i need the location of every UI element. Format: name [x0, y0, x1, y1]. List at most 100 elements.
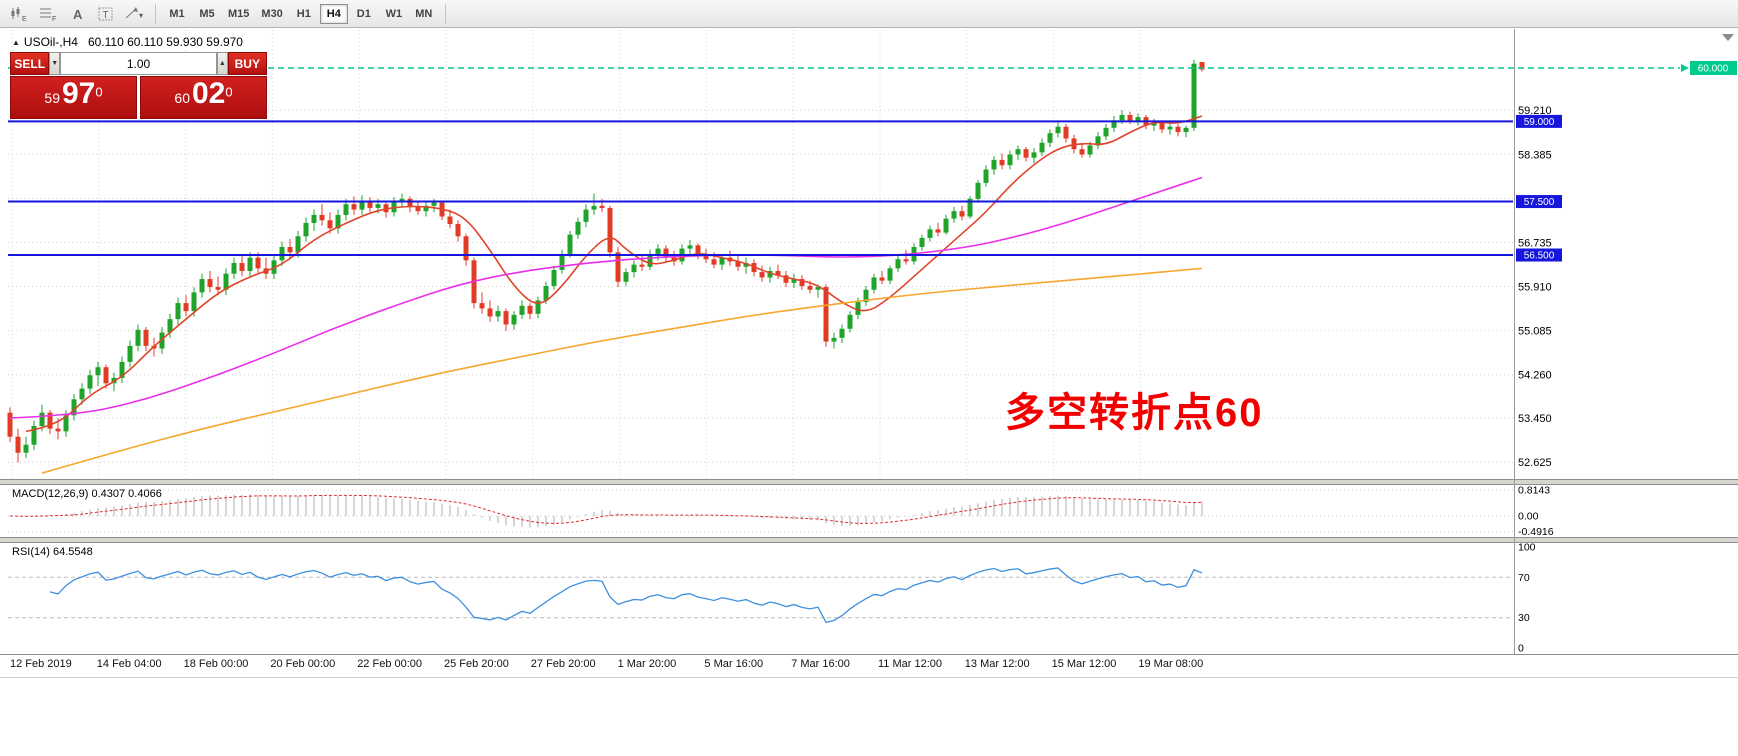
timeframe-button-m15[interactable]: M15 [223, 4, 254, 24]
one-click-trading-panel: SELL ▼ ▲ BUY 59970 60020 [10, 52, 267, 119]
timeframe-button-w1[interactable]: W1 [380, 4, 408, 24]
macd-tick-label: 0.8143 [1518, 485, 1550, 496]
ask-pip-digit: 0 [225, 84, 233, 100]
price-badge-green [1690, 60, 1737, 75]
price-tick-label: 56.735 [1518, 237, 1552, 249]
time-axis-label: 19 Mar 08:00 [1138, 658, 1204, 670]
buy-button[interactable]: BUY [227, 52, 267, 75]
ma-line-fast [25, 115, 1203, 433]
price-badge-label: 57.500 [1524, 197, 1555, 208]
time-axis-label: 1 Mar 20:00 [617, 658, 677, 670]
one-click-top-row: SELL ▼ ▲ BUY [10, 52, 267, 75]
drawing-tools-icon[interactable]: ▾ [121, 3, 148, 25]
chart-annotation: 多空转折点60 [1005, 391, 1264, 435]
rsi-tick-label: 100 [1518, 543, 1536, 554]
chart-expert-icon[interactable]: E [5, 3, 32, 25]
chart-canvas[interactable]: 60.000 59.000 57.500 56.500 59.210 58.385 56.7… [0, 30, 1738, 480]
time-axis-label: 5 Mar 16:00 [704, 658, 764, 670]
ask-price-panel[interactable]: 60020 [140, 76, 267, 119]
bid-price-panel[interactable]: 59970 [10, 76, 137, 119]
macd-tick-label: 0.00 [1518, 511, 1539, 523]
ma-line-medium [9, 176, 1203, 419]
ask-prefix: 60 [174, 90, 190, 106]
one-click-price-row: 59970 60020 [10, 76, 267, 119]
price-tick-label: 54.260 [1518, 370, 1552, 382]
rsi-tick-label: 70 [1518, 572, 1530, 584]
time-axis-label: 20 Feb 00:00 [270, 658, 336, 670]
volume-input[interactable] [60, 52, 217, 75]
toolbar: E F A T ▾ M1 M5 [0, 0, 1738, 28]
volume-increase-button[interactable]: ▲ [217, 52, 228, 75]
icon-letter: F [52, 16, 56, 22]
time-axis-label: 7 Mar 16:00 [791, 658, 850, 670]
macd-label: MACD(12,26,9) 0.4307 0.4066 [12, 488, 162, 500]
price-tick-label: 59.210 [1518, 105, 1552, 117]
macd-tick-label: -0.4916 [1518, 526, 1554, 538]
rsi-line [49, 567, 1203, 624]
time-axis-label: 14 Feb 04:00 [96, 658, 162, 670]
window-border [0, 677, 1738, 678]
time-axis-label: 18 Feb 00:00 [183, 658, 249, 670]
price-tick-label: 52.625 [1518, 457, 1552, 469]
toolbar-separator [444, 3, 446, 24]
timeframe-button-m30[interactable]: M30 [256, 4, 287, 24]
chevron-down-icon: ▾ [139, 11, 143, 20]
price-badge-blue [1516, 248, 1562, 262]
text-tool-icon[interactable]: A [63, 3, 90, 25]
rsi-tick-label: 30 [1518, 612, 1530, 624]
price-badge-label: 56.500 [1524, 251, 1555, 262]
rsi-panel[interactable]: 100 70 30 0 [0, 543, 1738, 654]
price-tick-label: 55.910 [1518, 282, 1552, 294]
rsi-tick-label: 0 [1518, 643, 1524, 655]
panel-border [0, 654, 1738, 655]
chart-shift-marker [1722, 34, 1734, 41]
price-badge-blue [1516, 114, 1562, 128]
chart-info-line: ▲ USOil-,H4 60.110 60.110 59.930 59.970 [12, 35, 243, 49]
price-axis-border [1514, 29, 1515, 655]
ask-big-digits: 02 [191, 77, 226, 110]
ma-line-slow [41, 267, 1203, 474]
time-axis-label: 15 Mar 12:00 [1051, 658, 1117, 670]
icon-letter: E [22, 16, 27, 22]
icon-letter: T [102, 10, 108, 21]
price-badge-blue [1516, 195, 1562, 209]
candles [7, 59, 1205, 463]
time-axis-label: 22 Feb 00:00 [357, 658, 423, 670]
bid-big-digits: 97 [61, 77, 96, 110]
icon-letter: A [73, 7, 83, 22]
ohlc-values: 60.110 60.110 59.930 59.970 [87, 35, 243, 49]
timeframe-button-d1[interactable]: D1 [350, 4, 378, 24]
one-click-collapse-icon[interactable]: ▲ [12, 38, 20, 47]
time-axis-label: 11 Mar 12:00 [878, 658, 943, 670]
line-arrow [1681, 63, 1689, 72]
time-axis[interactable]: 12 Feb 2019 14 Feb 04:00 18 Feb 00:00 20 Fe… [0, 658, 1738, 674]
macd-histogram [17, 494, 1203, 528]
rsi-label: RSI(14) 64.5548 [12, 546, 93, 558]
price-badge-label: 60.000 [1698, 63, 1729, 74]
price-tick-label: 58.385 [1518, 149, 1552, 161]
symbol-label: USOil-,H4 [23, 35, 78, 49]
macd-panel[interactable]: 0.8143 0.00 -0.4916 [0, 485, 1738, 538]
price-badge-label: 59.000 [1524, 117, 1555, 128]
levels-icon[interactable]: F [34, 3, 61, 25]
bid-pip-digit: 0 [95, 84, 103, 100]
timeframe-button-h1[interactable]: H1 [290, 4, 318, 24]
toolbar-separator [155, 3, 156, 24]
time-axis-label: 27 Feb 20:00 [530, 658, 596, 670]
timeframe-button-m5[interactable]: M5 [193, 4, 221, 24]
time-axis-label: 12 Feb 2019 [10, 658, 72, 670]
label-tool-icon[interactable]: T [92, 3, 119, 25]
price-tick-label: 55.085 [1518, 326, 1552, 338]
timeframe-button-m1[interactable]: M1 [163, 4, 191, 24]
sell-button[interactable]: SELL [10, 52, 50, 75]
time-axis-label: 25 Feb 20:00 [444, 658, 509, 670]
price-tick-label: 53.450 [1518, 413, 1552, 425]
timeframe-button-h4[interactable]: H4 [319, 3, 348, 24]
timeframe-button-mn[interactable]: MN [410, 4, 438, 24]
time-axis-label: 13 Mar 12:00 [964, 658, 1030, 670]
volume-decrease-button[interactable]: ▼ [49, 52, 60, 75]
macd-signal-line [9, 494, 1203, 524]
panel-splitter[interactable] [0, 537, 1738, 543]
panel-splitter[interactable] [0, 479, 1738, 485]
